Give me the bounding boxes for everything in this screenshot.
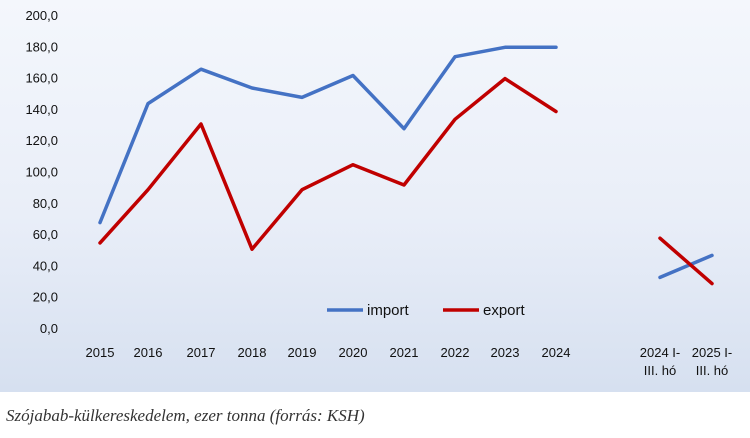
y-tick-label: 80,0 <box>33 196 58 211</box>
x-tick-label: 2017 <box>187 345 216 360</box>
y-tick-label: 0,0 <box>40 321 58 336</box>
series-line-import <box>658 253 714 280</box>
y-tick-label: 60,0 <box>33 227 58 242</box>
x-tick-label: 2025 I-III. hó <box>692 345 732 378</box>
line-chart: 0,0 20,0 40,0 60,0 80,0 100,0 120,0 140,0 160,0 1… <box>25 8 732 378</box>
legend-label-import: import <box>367 302 410 319</box>
x-tick-label: 2018 <box>238 345 267 360</box>
x-tick-label: 2022 <box>441 345 470 360</box>
x-tick-label: 2024 I-III. hó <box>640 345 680 378</box>
chart-panel: 0,0 20,0 40,0 60,0 80,0 100,0 120,0 140,0 160,0 1… <box>0 0 750 392</box>
x-tick-label: 2015 <box>86 345 115 360</box>
x-tick-label: 2020 <box>339 345 368 360</box>
y-tick-label: 180,0 <box>25 39 58 54</box>
y-tick-label: 120,0 <box>25 133 58 148</box>
x-tick-label: 2016 <box>134 345 163 360</box>
y-tick-label: 40,0 <box>33 258 58 273</box>
series-line-import <box>98 45 558 225</box>
y-tick-label: 20,0 <box>33 290 58 305</box>
x-tick-label: 2019 <box>288 345 317 360</box>
series-line-export <box>98 76 558 251</box>
x-tick-label: 2021 <box>390 345 419 360</box>
y-tick-label: 200,0 <box>25 8 58 23</box>
y-tick-label: 160,0 <box>25 71 58 86</box>
x-tick-label: 2024 <box>542 345 571 360</box>
series-line-export <box>658 236 714 286</box>
legend-label-export: export <box>483 302 526 319</box>
y-tick-label: 140,0 <box>25 102 58 117</box>
x-tick-label: 2023 <box>491 345 520 360</box>
y-tick-label: 100,0 <box>25 165 58 180</box>
chart-caption: Szójabab-külkereskedelem, ezer tonna (fo… <box>6 406 365 425</box>
